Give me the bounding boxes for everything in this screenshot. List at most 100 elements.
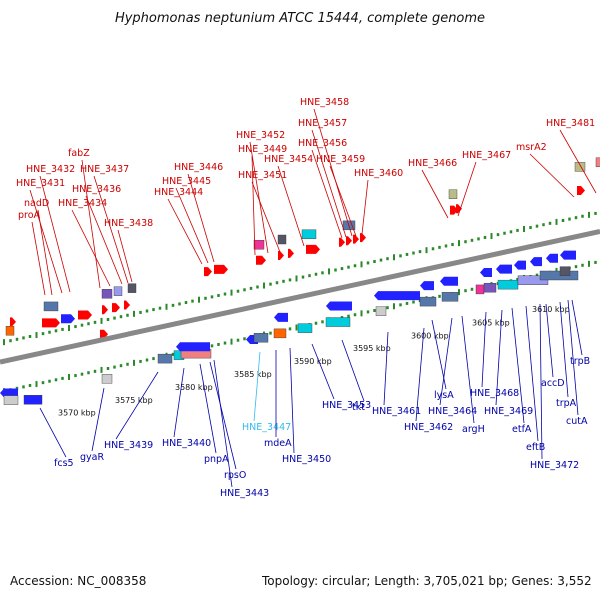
reverse-gene-label: tkt xyxy=(352,402,365,413)
forward-gene xyxy=(346,236,352,246)
scale-labels: 3570 kbp 3575 kbp 3580 kbp 3585 kbp 3590 kbp… xyxy=(58,305,570,417)
forward-gene-label: HNE_3446 xyxy=(174,162,223,173)
forward-gene xyxy=(277,234,287,245)
forward-gene xyxy=(595,157,600,168)
forward-gene-label: fabZ xyxy=(68,148,90,159)
reverse-gene-label: HNE_3439 xyxy=(104,440,153,451)
forward-gene-label: HNE_3460 xyxy=(354,168,403,179)
reverse-gene-label: cutA xyxy=(566,416,588,427)
topology-text: Topology: circular; Length: 3,705,021 bp… xyxy=(262,574,592,588)
scale-label: 3580 kbp xyxy=(175,383,213,392)
reverse-gene-leader xyxy=(481,311,487,388)
forward-gene xyxy=(5,325,15,336)
reverse-gene-leader xyxy=(199,363,217,454)
scale-label: 3600 kbp xyxy=(411,332,449,341)
scale-label: 3595 kbp xyxy=(353,344,391,353)
reverse-gene-label: mdeA xyxy=(264,438,292,449)
reverse-gene-leader xyxy=(289,347,295,454)
reverse-gene-leader xyxy=(39,407,67,458)
forward-gene-leader xyxy=(251,155,256,256)
forward-gene-label: HNE_3456 xyxy=(298,138,347,149)
reverse-gene xyxy=(560,250,576,260)
forward-gene xyxy=(204,267,212,277)
forward-gene-label: HNE_3437 xyxy=(80,164,129,175)
forward-gene-label: HNE_3452 xyxy=(236,130,285,141)
forward-gene-label: msrA2 xyxy=(516,142,547,153)
reverse-gene xyxy=(475,284,485,295)
forward-gene-label: HNE_3434 xyxy=(58,198,107,209)
reverse-gene-label: HNE_3462 xyxy=(404,422,453,433)
forward-gene-leader xyxy=(249,141,269,254)
reverse-gene-leader xyxy=(383,331,389,406)
reverse-gene-label: HNE_3461 xyxy=(372,406,421,417)
reverse-gene xyxy=(514,260,526,270)
reverse-gene-leader xyxy=(461,315,475,424)
forward-gene-label: nadD xyxy=(24,198,49,209)
forward-gene-label: HNE_3459 xyxy=(316,154,365,165)
forward-gene-label: HNE_3438 xyxy=(104,218,153,229)
scale-label: 3585 kbp xyxy=(234,370,272,379)
forward-gene xyxy=(78,310,92,320)
forward-gene-label: HNE_3454 xyxy=(264,154,313,165)
reverse-gene xyxy=(274,312,288,322)
reverse-gene xyxy=(497,279,519,290)
reverse-gene xyxy=(273,328,287,339)
reverse-gene-leader xyxy=(173,367,185,438)
reverse-gene xyxy=(517,275,549,285)
reverse-gene-label: gyaR xyxy=(80,452,104,463)
reverse-gene-leader xyxy=(559,301,569,398)
reverse-gene-leader xyxy=(495,309,503,406)
forward-gene xyxy=(456,204,462,214)
reverse-gene-leader xyxy=(571,299,583,356)
forward-gene-label: HNE_3467 xyxy=(462,150,511,161)
reverse-gene-label: rpsO xyxy=(224,470,246,481)
reverse-gene-label: HNE_3453 xyxy=(322,400,371,411)
forward-gene-label: HNE_3457 xyxy=(298,118,347,129)
reverse-gene-leader xyxy=(253,351,261,422)
scale-label: 3605 kbp xyxy=(472,318,510,327)
reverse-gene-label: trpB xyxy=(570,356,590,367)
scale-label: 3570 kbp xyxy=(58,408,96,417)
forward-gene xyxy=(339,237,345,247)
reverse-gene xyxy=(440,276,458,286)
forward-gene xyxy=(10,317,16,327)
reverse-gene-leader xyxy=(311,343,335,400)
forward-gene xyxy=(127,283,137,293)
reverse-gene xyxy=(326,301,352,311)
reverse-gene-label: HNE_3450 xyxy=(282,454,331,465)
reverse-gene-leader xyxy=(341,339,365,402)
reverse-gene xyxy=(559,266,571,276)
forward-gene-leader xyxy=(311,129,347,238)
forward-gene-leader xyxy=(277,165,305,247)
forward-gene-label: HNE_3451 xyxy=(238,170,287,181)
reverse-gene-label: fcs5 xyxy=(54,458,74,469)
reverse-gene xyxy=(530,257,542,267)
forward-gene-label: HNE_3466 xyxy=(408,158,457,169)
forward-gene-leader xyxy=(313,108,353,237)
forward-gene-leader xyxy=(39,175,71,293)
reverse-strand-genes xyxy=(0,250,579,405)
forward-gene xyxy=(256,255,266,265)
forward-gene-leader xyxy=(29,189,63,294)
reverse-gene-label: HNE_3469 xyxy=(484,406,533,417)
forward-gene-leader xyxy=(81,159,101,289)
forward-gene xyxy=(124,300,130,310)
forward-gene xyxy=(214,264,228,274)
reverse-gene xyxy=(539,270,579,281)
tick-row-top xyxy=(3,211,597,346)
forward-gene xyxy=(112,303,120,313)
forward-gene xyxy=(574,162,586,172)
forward-gene xyxy=(288,248,294,258)
forward-gene-label: HNE_3436 xyxy=(72,184,121,195)
reverse-gene-label: pnpA xyxy=(204,454,229,465)
reverse-gene-label: HNE_3447 xyxy=(242,422,291,433)
reverse-gene-leader xyxy=(545,303,554,378)
forward-gene-leader xyxy=(93,175,129,284)
reverse-gene-label: HNE_3443 xyxy=(220,488,269,499)
forward-gene-leader xyxy=(71,209,111,287)
reverse-gene xyxy=(325,317,351,327)
reverse-gene xyxy=(297,323,313,333)
reverse-gene-label: HNE_3468 xyxy=(470,388,519,399)
forward-gene xyxy=(306,244,320,254)
